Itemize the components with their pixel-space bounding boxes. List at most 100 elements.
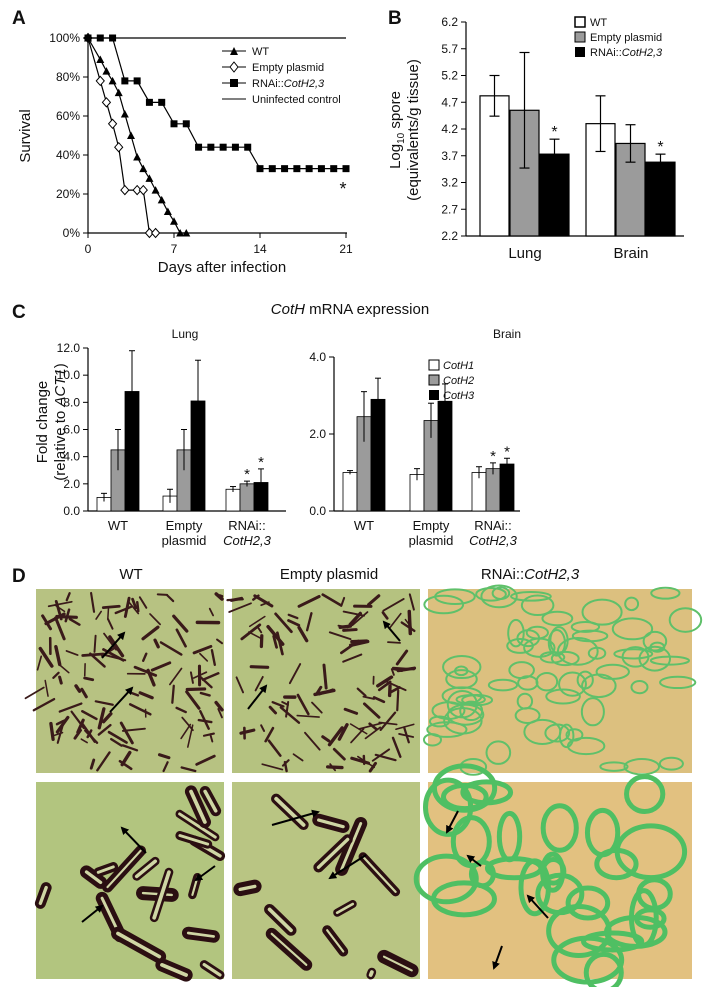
survival-point-wt xyxy=(182,229,191,237)
survival-point-wt xyxy=(127,131,135,139)
survival-point-wt xyxy=(96,55,105,63)
survival-series-line xyxy=(87,37,187,234)
micrograph-arrow xyxy=(526,894,549,919)
survival-y-tick-label: 20% xyxy=(56,187,80,201)
micrograph-arrow xyxy=(109,686,134,713)
spore-y-tick-label: 6.2 xyxy=(441,15,458,29)
fold-y-tick-label: 6.0 xyxy=(63,423,80,437)
survival-point-rnai xyxy=(305,165,313,173)
fold-y-tick-label: 8.0 xyxy=(63,395,80,409)
fold-group-label: RNAi:: xyxy=(474,518,512,533)
fold-significance-star: * xyxy=(490,448,496,465)
fold-y-tick-label: 2.0 xyxy=(63,477,80,491)
survival-significance-star: * xyxy=(339,179,346,199)
survival-point-empty xyxy=(138,184,148,196)
legend-diamond-marker xyxy=(229,61,239,73)
spore-bar xyxy=(645,161,676,237)
survival-point-rnai xyxy=(268,165,276,173)
fold-group-label: plasmid xyxy=(162,533,207,548)
survival-point-empty xyxy=(95,75,105,87)
spore-y-tick-label: 4.7 xyxy=(441,95,458,109)
survival-point-wt xyxy=(114,88,123,97)
spore-category-label: Lung xyxy=(508,245,541,262)
survival-point-empty xyxy=(101,97,112,108)
fold-y-tick-label: 0.0 xyxy=(63,504,80,518)
micrograph-arrow xyxy=(328,854,367,880)
survival-point-rnai xyxy=(317,165,325,173)
survival-point-rnai xyxy=(182,120,190,128)
cot-legend: CotH1 CotH2 CotH3 xyxy=(428,359,475,402)
survival-point-empty xyxy=(150,227,161,239)
survival-point-rnai xyxy=(158,98,166,106)
spore-bar xyxy=(479,95,510,237)
survival-y-axis-title: Survival xyxy=(17,109,34,162)
legend-coth1-label: CotH1 xyxy=(443,360,474,372)
fold-bar xyxy=(485,468,501,512)
fold-y-tick-label: 12.0 xyxy=(57,341,81,355)
survival-x-tick-label: 14 xyxy=(253,242,267,256)
fold-group-label: plasmid xyxy=(409,533,454,548)
fold-y-tick-label: 4.0 xyxy=(309,350,326,364)
survival-point-wt xyxy=(108,76,117,85)
survival-point-wt xyxy=(157,195,166,204)
fold-y-tick-label: 10.0 xyxy=(57,368,81,382)
survival-y-tick-label: 60% xyxy=(56,109,80,123)
fold-bar xyxy=(225,488,241,512)
survival-point-empty xyxy=(120,184,130,196)
fold-y-tick-label: 2.0 xyxy=(309,427,326,441)
fold-significance-star: * xyxy=(244,466,250,483)
micrograph-arrow xyxy=(382,620,401,642)
survival-point-wt xyxy=(170,217,178,225)
spore-category-label: Brain xyxy=(613,245,648,262)
survival-y-tick-label: 100% xyxy=(49,31,80,45)
legend-empty-plasmid-label: Empty plasmid xyxy=(252,62,324,74)
fold-y-tick-label: 0.0 xyxy=(309,504,326,518)
cot-expression-title: CotH mRNA expression xyxy=(271,301,429,318)
survival-point-rnai xyxy=(195,143,203,151)
survival-point-wt xyxy=(102,67,111,75)
survival-x-axis-title: Days after infection xyxy=(158,259,286,276)
spore-burden-chart: 2.22.73.23.74.24.75.25.76.2 *Lung*Brain … xyxy=(387,15,684,262)
legend-b-rnai-label: RNAi::CotH2,3 xyxy=(590,47,663,59)
survival-point-empty xyxy=(132,184,142,196)
spore-significance-star: * xyxy=(551,124,557,141)
legend-b-empty-label: Empty plasmid xyxy=(590,32,662,44)
spore-y-tick-label: 5.7 xyxy=(441,42,458,56)
survival-point-wt xyxy=(176,229,185,237)
survival-point-rnai xyxy=(170,120,178,128)
survival-point-rnai xyxy=(145,98,153,106)
survival-point-wt xyxy=(120,110,129,118)
survival-legend: WT Empty plasmid RNAi::CotH2,3 Uninfecte… xyxy=(222,46,341,106)
survival-x-tick-label: 7 xyxy=(171,242,178,256)
fold-significance-star: * xyxy=(504,443,510,460)
spore-y-axis-title: Log10 spore xyxy=(387,91,407,169)
fold-group-label: WT xyxy=(108,518,128,533)
survival-point-wt xyxy=(163,207,172,216)
survival-series-line xyxy=(88,37,346,170)
survival-point-wt xyxy=(151,186,160,194)
fold-bar xyxy=(239,483,255,512)
survival-point-rnai xyxy=(207,143,215,151)
fold-group-label: Empty xyxy=(166,518,203,533)
micrograph-col-rnai: RNAi::CotH2,3 xyxy=(481,566,580,583)
histology-micrographs xyxy=(24,584,703,987)
survival-y-tick-label: 0% xyxy=(63,226,81,240)
survival-point-rnai xyxy=(231,143,239,151)
survival-y-tick-label: 40% xyxy=(56,148,80,162)
lung-expression-chart: Lung 0.0 2.0 4.0 6.0 8.0 10.0 12.0 * * WT Emptyp… xyxy=(57,327,286,548)
fold-bar xyxy=(342,472,358,512)
fold-group-label: CotH2,3 xyxy=(469,533,517,548)
micrograph-arrows xyxy=(81,620,549,970)
legend-uninfected-label: Uninfected control xyxy=(252,94,341,106)
legend-coth3-label: CotH3 xyxy=(443,390,475,402)
spore-y-axis-title-line2: (equivalents/g tissue) xyxy=(405,59,422,201)
fold-group-label: Empty xyxy=(413,518,450,533)
micrograph-arrow xyxy=(466,854,482,867)
survival-x-tick-label: 21 xyxy=(339,242,353,256)
survival-y-tick-label: 80% xyxy=(56,70,80,84)
fold-bar xyxy=(499,463,515,512)
survival-point-rnai xyxy=(121,77,129,85)
spore-y-tick-label: 4.2 xyxy=(441,122,458,136)
